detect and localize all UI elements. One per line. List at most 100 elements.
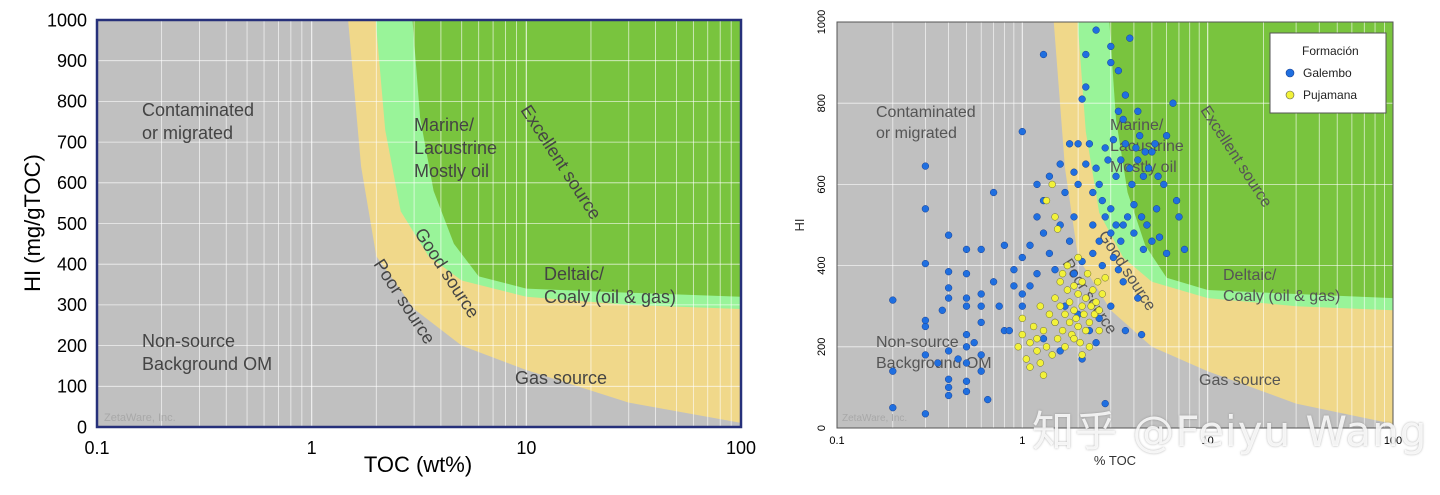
point-galembo	[1148, 237, 1156, 245]
point-pujamana	[1053, 335, 1062, 343]
point-galembo	[921, 205, 930, 213]
point-galembo	[1092, 164, 1100, 172]
point-galembo	[977, 302, 985, 310]
point-pujamana	[1063, 286, 1072, 294]
point-pujamana	[1065, 298, 1074, 306]
point-galembo	[1141, 148, 1149, 156]
point-pujamana	[1090, 310, 1099, 318]
point-galembo	[1137, 330, 1146, 339]
legend-label-pujamana: Pujamana	[1303, 88, 1357, 102]
point-galembo	[1112, 221, 1120, 229]
point-galembo	[921, 322, 930, 331]
point-galembo	[921, 316, 930, 325]
point-pujamana	[1022, 355, 1030, 363]
point-pujamana	[1042, 343, 1051, 351]
credit-text: ZetaWare, Inc.	[104, 412, 176, 424]
point-galembo	[1051, 266, 1059, 274]
region-label-marine: Marine/ Lacustrine Mostly oil	[1110, 117, 1188, 176]
right-chart: Contaminated or migrated Marine/ Lacustr…	[792, 10, 1402, 468]
point-galembo	[1089, 249, 1097, 258]
point-pujamana	[1051, 318, 1059, 327]
point-pujamana	[1095, 326, 1103, 335]
x-tick-label: 1	[307, 438, 317, 458]
point-galembo	[962, 302, 971, 310]
y-tick-label: 300	[57, 295, 87, 315]
region-label-gas: Gas source	[1199, 372, 1281, 389]
point-galembo	[1039, 50, 1048, 59]
point-pujamana	[1051, 294, 1059, 302]
point-pujamana	[1029, 322, 1038, 331]
y-tick-label: 0	[816, 425, 828, 431]
point-pujamana	[1014, 343, 1022, 351]
point-galembo	[1082, 83, 1090, 91]
point-pujamana	[1078, 278, 1086, 286]
point-galembo	[944, 383, 953, 392]
region-label-marine: Marine/ Lacustrine Mostly oil	[414, 115, 502, 181]
point-galembo	[1134, 107, 1142, 115]
point-galembo	[1155, 233, 1164, 241]
point-galembo	[1134, 156, 1142, 164]
point-pujamana	[1092, 298, 1100, 306]
x-tick-label: 10	[516, 438, 536, 458]
point-galembo	[1126, 34, 1134, 42]
point-pujamana	[1098, 290, 1106, 298]
point-galembo	[1018, 290, 1026, 298]
point-pujamana	[1080, 310, 1088, 318]
point-galembo	[1107, 42, 1115, 51]
region-label-non-source: Non-source Background OM	[876, 334, 992, 372]
point-galembo	[1098, 196, 1106, 205]
point-pujamana	[1045, 310, 1054, 318]
point-pujamana	[1026, 339, 1034, 347]
y-tick-label: 200	[57, 336, 87, 356]
region-label-contaminated: Contaminated or migrated	[876, 104, 980, 142]
y-axis-label: HI (mg/gTOC)	[20, 154, 45, 292]
y-tick-label: 800	[57, 92, 87, 112]
point-galembo	[921, 259, 930, 268]
point-galembo	[1056, 347, 1064, 355]
point-galembo	[977, 367, 985, 375]
point-pujamana	[1094, 278, 1102, 286]
point-galembo	[1117, 156, 1125, 164]
point-galembo	[962, 330, 971, 339]
point-galembo	[889, 404, 897, 412]
point-galembo	[1107, 229, 1115, 237]
point-galembo	[944, 294, 953, 302]
legend-label-galembo: Galembo	[1303, 66, 1352, 80]
point-pujamana	[1065, 318, 1074, 327]
legend-title: Formación	[1302, 44, 1359, 58]
point-galembo	[1148, 148, 1156, 156]
point-galembo	[1070, 168, 1078, 176]
point-galembo	[1061, 188, 1069, 197]
point-galembo	[1109, 253, 1118, 262]
y-tick-label: 1000	[47, 10, 87, 30]
point-pujamana	[1072, 314, 1080, 323]
point-galembo	[1074, 140, 1082, 148]
point-galembo	[970, 339, 978, 347]
point-pujamana	[1074, 253, 1082, 262]
point-galembo	[944, 375, 953, 383]
point-galembo	[1000, 241, 1009, 249]
point-pujamana	[1033, 335, 1041, 343]
point-galembo	[1117, 237, 1125, 245]
point-galembo	[1130, 229, 1138, 237]
credit-text: ZetaWare, Inc.	[842, 413, 907, 424]
point-galembo	[944, 231, 953, 239]
point-galembo	[1162, 249, 1171, 258]
plot-border	[95, 18, 743, 429]
point-galembo	[1151, 140, 1159, 148]
point-galembo	[921, 162, 930, 170]
point-galembo	[1119, 115, 1127, 124]
point-galembo	[977, 351, 985, 359]
point-galembo	[921, 351, 930, 359]
point-galembo	[1119, 278, 1127, 286]
x-tick-label: 100	[1384, 435, 1402, 447]
point-galembo	[1109, 136, 1118, 144]
point-galembo	[1018, 127, 1026, 136]
point-galembo	[1065, 140, 1074, 148]
point-galembo	[1132, 144, 1140, 152]
point-galembo	[995, 302, 1003, 310]
point-pujamana	[1085, 343, 1094, 351]
point-pujamana	[1082, 294, 1090, 302]
point-galembo	[1114, 266, 1123, 274]
point-galembo	[962, 245, 971, 254]
